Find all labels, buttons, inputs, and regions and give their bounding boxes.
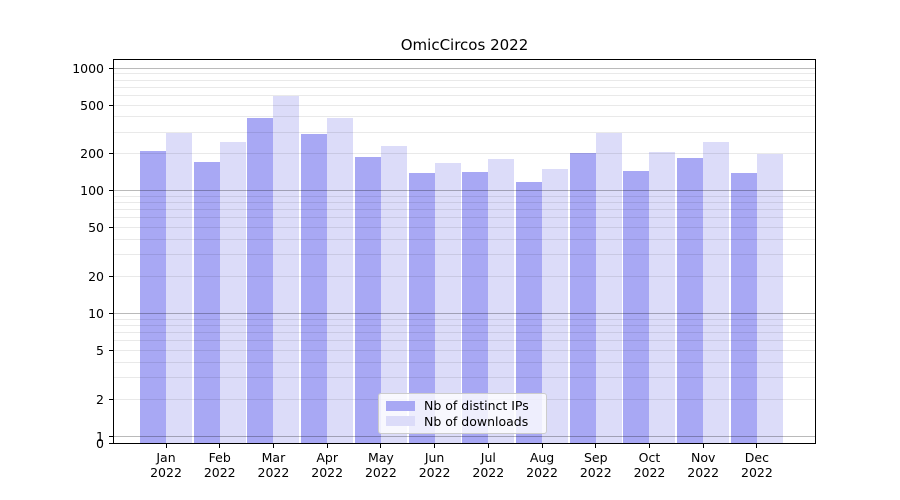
gridline-minor xyxy=(114,217,815,219)
x-tick-mark xyxy=(756,444,758,448)
gridline-major xyxy=(114,312,815,314)
bar-downloads-feb xyxy=(219,142,246,443)
y-tick-label: 10 xyxy=(88,305,104,321)
gridline-minor xyxy=(114,209,815,211)
legend-item-distinct-ips: Nb of distinct IPs xyxy=(386,398,539,414)
gridline-minor xyxy=(114,331,815,333)
gridline-major xyxy=(114,67,815,69)
x-tick-label: Nov 2022 xyxy=(687,450,720,480)
legend-swatch-distinct-ips xyxy=(386,400,415,411)
bar-downloads-dec xyxy=(756,154,783,443)
bar-downloads-mar xyxy=(273,95,300,443)
x-tick-mark xyxy=(702,444,704,448)
gridline-minor xyxy=(114,86,815,88)
y-tick-label: 5 xyxy=(96,342,104,358)
gridline-major xyxy=(114,435,815,437)
gridline-major xyxy=(114,190,815,192)
bar-distinct-ips-sep xyxy=(569,152,596,443)
gridline-minor xyxy=(114,227,815,229)
x-tick-mark xyxy=(272,444,274,448)
y-tick-label: 500 xyxy=(80,97,104,113)
gridline-minor xyxy=(114,275,815,277)
gridline-minor xyxy=(114,349,815,351)
chart-title: OmicCircos 2022 xyxy=(400,36,529,54)
legend-label-downloads: Nb of downloads xyxy=(424,413,529,429)
bar-distinct-ips-jan xyxy=(140,151,166,443)
bar-downloads-nov xyxy=(703,142,730,443)
legend-label-distinct-ips: Nb of distinct IPs xyxy=(424,398,529,414)
legend: Nb of distinct IPs Nb of downloads xyxy=(378,393,547,434)
gridline-minor xyxy=(114,94,815,96)
y-tick-label: 1000 xyxy=(72,60,104,76)
y-tick-label: 200 xyxy=(80,146,104,162)
x-tick-label: Mar 2022 xyxy=(257,450,290,480)
bar-distinct-ips-nov xyxy=(677,158,704,443)
bar-downloads-jan xyxy=(166,133,192,443)
gridline-minor xyxy=(114,318,815,320)
x-tick-mark xyxy=(648,444,650,448)
x-tick-label: Sep 2022 xyxy=(579,450,612,480)
bar-distinct-ips-may xyxy=(354,156,381,443)
gridline-minor xyxy=(114,377,815,378)
y-tick-label: 50 xyxy=(88,220,104,236)
x-tick-mark xyxy=(219,444,221,448)
x-tick-label: Apr 2022 xyxy=(311,450,344,480)
legend-item-downloads: Nb of downloads xyxy=(386,414,539,430)
x-tick-label: Feb 2022 xyxy=(203,450,236,480)
bar-distinct-ips-dec xyxy=(730,172,757,443)
gridline-minor xyxy=(114,361,815,363)
bar-distinct-ips-oct xyxy=(623,170,650,443)
x-tick-mark xyxy=(380,444,382,448)
x-tick-label: Jul 2022 xyxy=(472,450,505,480)
x-tick-label: Dec 2022 xyxy=(741,450,773,480)
gridline-minor xyxy=(114,104,815,106)
y-tick-label: 2 xyxy=(96,391,104,407)
gridline-minor xyxy=(114,254,815,256)
bar-distinct-ips-mar xyxy=(247,117,274,443)
x-tick-label: Jun 2022 xyxy=(418,450,451,480)
gridline-minor xyxy=(114,116,815,118)
bar-distinct-ips-apr xyxy=(301,134,328,443)
x-tick-mark xyxy=(165,444,167,448)
gridline-minor xyxy=(114,153,815,155)
x-tick-mark xyxy=(595,444,597,448)
legend-swatch-downloads xyxy=(386,416,415,427)
y-tick-label: 20 xyxy=(88,268,104,284)
x-tick-mark xyxy=(487,444,489,448)
plot-area xyxy=(113,59,816,444)
x-tick-mark xyxy=(326,444,328,448)
gridline-minor xyxy=(114,73,815,75)
x-tick-mark xyxy=(541,444,543,448)
gridline-minor xyxy=(114,202,815,204)
y-tick-label: 1 xyxy=(96,428,104,444)
x-tick-label: Jan 2022 xyxy=(150,450,182,480)
x-tick-label: Oct 2022 xyxy=(633,450,666,480)
gridline-minor xyxy=(114,79,815,81)
bar-downloads-apr xyxy=(327,117,354,443)
gridline-minor xyxy=(114,239,815,241)
gridline-minor xyxy=(114,131,815,133)
gridline-minor xyxy=(114,324,815,326)
x-tick-label: May 2022 xyxy=(364,450,397,480)
bar-distinct-ips-feb xyxy=(193,161,220,443)
y-tick-label: 0 xyxy=(96,436,104,451)
bar-downloads-oct xyxy=(649,152,676,443)
y-tick-label: 100 xyxy=(80,183,104,199)
x-tick-mark xyxy=(434,444,436,448)
bar-downloads-sep xyxy=(595,133,622,443)
gridline-minor xyxy=(114,340,815,342)
x-tick-label: Aug 2022 xyxy=(526,450,558,480)
gridline-minor xyxy=(114,195,815,197)
